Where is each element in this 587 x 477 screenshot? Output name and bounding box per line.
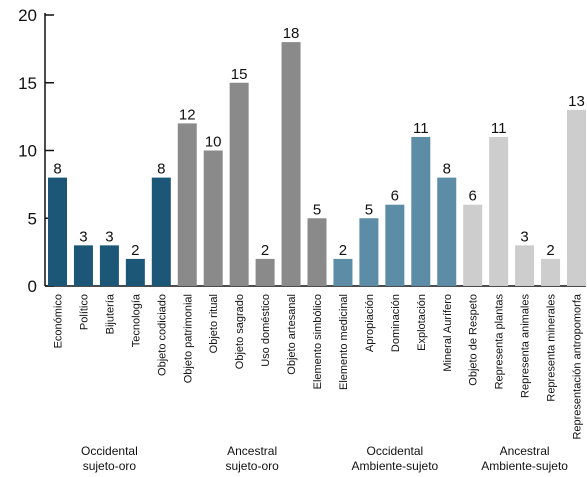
category-label: Objeto codiciado — [156, 294, 168, 376]
bar-value-label: 11 — [491, 120, 507, 137]
category-label: Objeto ritual — [208, 294, 220, 353]
group-label-line1: Occidental — [81, 444, 138, 458]
group-label-line2: Ambiente-sujeto — [351, 459, 438, 473]
y-tick-label: 0 — [28, 277, 37, 296]
category-label: Objeto artesanal — [286, 294, 298, 375]
bar-value-label: 15 — [231, 66, 248, 83]
category-label: Explotación — [416, 294, 428, 351]
y-tick-label: 10 — [18, 142, 37, 161]
category-label: Representa minerales — [546, 294, 558, 402]
group-label-line2: sujeto-oro — [83, 459, 137, 473]
category-label: Objeto sagrado — [234, 294, 246, 369]
bar — [541, 258, 561, 286]
bar — [229, 82, 249, 286]
bar-value-label: 3 — [105, 228, 113, 245]
category-label: Económico — [53, 294, 65, 348]
bar — [411, 136, 431, 286]
category-label: Representación antropomorfa — [572, 293, 584, 439]
bar — [99, 245, 119, 286]
bar-value-label: 3 — [79, 228, 87, 245]
bar-value-label: 5 — [365, 201, 373, 218]
bar — [203, 150, 223, 286]
bar — [48, 177, 67, 286]
category-label: Objeto de Respeto — [468, 294, 480, 386]
bar-value-label: 2 — [131, 242, 139, 259]
bar — [385, 204, 405, 286]
bar-value-label: 2 — [339, 242, 347, 259]
bar — [151, 177, 171, 286]
bar-value-label: 2 — [546, 242, 554, 259]
category-label: Uso doméstico — [260, 294, 272, 367]
bar-value-label: 18 — [283, 25, 300, 42]
bar-value-label: 2 — [261, 242, 269, 259]
chart-bars — [48, 42, 586, 287]
category-label: Elemento medicinal — [338, 294, 350, 390]
bar — [567, 109, 586, 286]
category-label: Representa plantas — [494, 294, 506, 390]
category-label: Objeto patrimonial — [182, 294, 194, 383]
bar-value-label: 6 — [391, 188, 399, 205]
bar — [73, 245, 93, 286]
bar — [255, 258, 275, 286]
bar — [359, 218, 379, 286]
y-tick-label: 15 — [18, 74, 37, 93]
category-label: Apropiación — [364, 294, 376, 352]
bar — [281, 42, 301, 286]
bar-value-label: 5 — [313, 201, 321, 218]
bar-value-label: 10 — [205, 134, 222, 151]
bar-value-label: 8 — [53, 161, 61, 178]
bar-value-label: 12 — [179, 106, 196, 123]
bar — [515, 245, 535, 286]
category-label: Tecnología — [130, 293, 142, 347]
bar — [307, 218, 327, 286]
bar — [177, 123, 197, 287]
bar-value-label: 8 — [157, 161, 165, 178]
category-label: Representa animales — [520, 294, 532, 398]
chart-data-labels: 8 3 3 2 8 12 10 15 2 18 5 2 5 6 11 8 6 11 3 2 13 — [53, 25, 585, 259]
bar-value-label: 13 — [568, 93, 585, 110]
category-label: Dominación — [390, 294, 402, 352]
chart-category-labels: Económico Político Bijutería Tecnología Obje… — [53, 293, 584, 439]
group-label-line2: Ambiente-sujeto — [481, 459, 568, 473]
group-label-line1: Occidental — [366, 444, 423, 458]
group-label-line2: sujeto-oro — [225, 459, 279, 473]
bar — [333, 258, 353, 286]
bar — [489, 136, 509, 286]
group-label-line1: Ancestral — [500, 444, 550, 458]
y-tick-label: 20 — [18, 6, 37, 25]
bar — [437, 177, 457, 286]
bar-value-label: 3 — [520, 228, 528, 245]
category-label: Mineral Aurífero — [442, 294, 454, 372]
bar-value-label: 8 — [443, 161, 451, 178]
category-label: Elemento simbólico — [312, 294, 324, 389]
chart-group-labels: Occidentalsujeto-oroAncestralsujeto-oroO… — [81, 444, 568, 473]
bar — [463, 204, 483, 286]
bar-value-label: 11 — [413, 120, 429, 137]
bar — [125, 258, 145, 286]
category-label: Político — [78, 294, 90, 330]
group-label-line1: Ancestral — [227, 444, 277, 458]
y-tick-label: 5 — [28, 209, 37, 228]
category-label: Bijutería — [104, 293, 116, 334]
bar-value-label: 6 — [469, 188, 477, 205]
